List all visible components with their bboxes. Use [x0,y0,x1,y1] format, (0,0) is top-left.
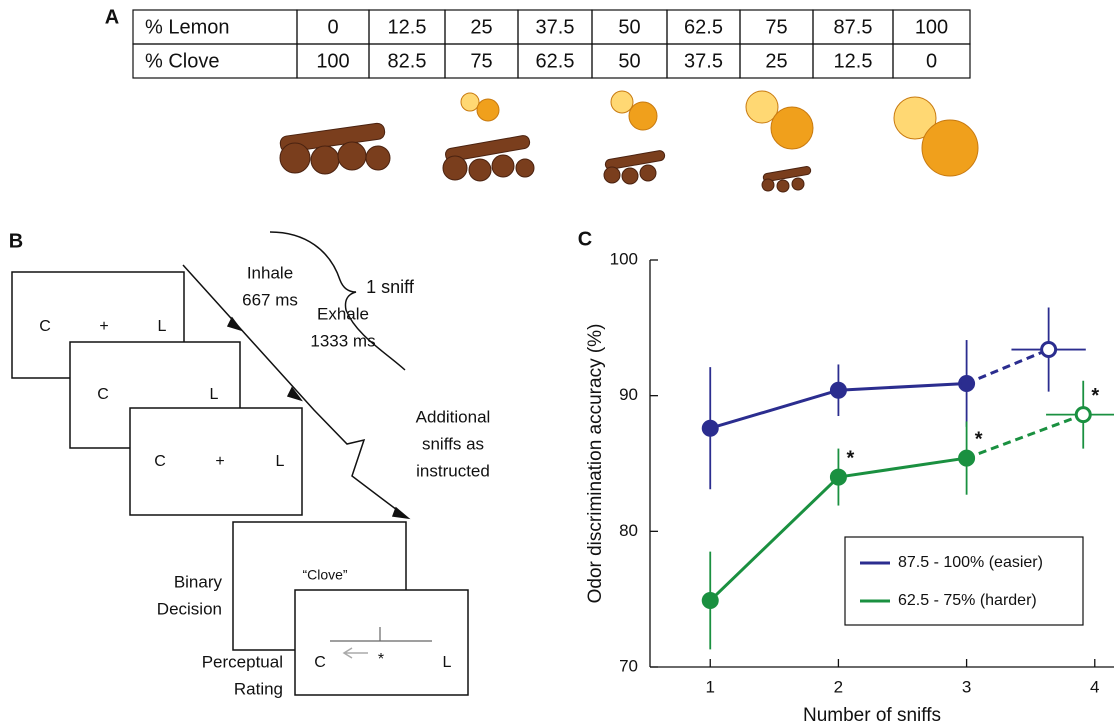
x-axis-title: Number of sniffs [803,705,941,726]
odor-illustrations [279,90,979,193]
additional-label: instructed [416,461,490,480]
legend-label: 87.5 - 100% (easier) [898,554,1043,571]
additional-label: Additional [416,407,491,426]
screen-left: C [154,453,166,470]
legend-box [844,536,1084,626]
screen-right: L [443,654,452,671]
x-tick-label: 3 [962,677,971,696]
table-text: 0 [327,16,338,38]
data-point [829,468,847,486]
table-text: 37.5 [536,16,575,38]
table-text: 50 [618,16,640,38]
exhale-label: Exhale [317,304,369,323]
data-point [701,419,719,437]
screen-center: + [99,318,108,335]
screen-right: L [158,318,167,335]
screen-center: + [215,453,224,470]
series-segment [838,381,967,392]
table-text: 75 [765,16,787,38]
table-text: 62.5 [536,50,575,72]
data-point [1074,406,1092,424]
table-text: 12.5 [388,16,427,38]
table-text: 82.5 [388,50,427,72]
series-segment [838,456,967,479]
screen-left: C [97,386,109,403]
table-text: % Lemon [145,16,230,38]
table-text: % Clove [145,50,219,72]
table-text: 0 [926,50,937,72]
x-tick-label: 4 [1090,677,1099,696]
additional-label: sniffs as [422,434,484,453]
inhale-label: Inhale [247,263,293,282]
table-text: 87.5 [834,16,873,38]
table-text: 50 [618,50,640,72]
trial-diagram [11,231,469,696]
table-text: 37.5 [684,50,723,72]
y-tick-label: 90 [619,385,638,404]
screen-right: L [276,453,285,470]
y-axis-title: Odor discrimination accuracy (%) [585,324,606,604]
binary-label: Decision [157,599,222,618]
perceptual-label: Perceptual [202,652,283,671]
data-point [701,592,719,610]
panel-label: B [9,230,23,252]
table-text: 25 [765,50,787,72]
data-point [1040,341,1058,359]
legend-label: 62.5 - 75% (harder) [898,592,1037,609]
sniff-label: 1 sniff [366,277,415,297]
y-tick-label: 100 [610,249,638,268]
table-cell [892,43,971,79]
data-point [829,381,847,399]
screen-left: C [39,318,51,335]
screen-center: “Clove” [302,567,347,583]
data-point [958,449,976,467]
panel-label: A [105,6,119,28]
exhale-label: 1333 ms [310,331,375,350]
screen-left: C [314,654,326,671]
series-segment [709,388,839,430]
significance-marker: * [1091,385,1099,407]
data-point [958,374,976,392]
table-text: 25 [470,16,492,38]
perceptual-label: Rating [234,679,283,698]
screen-center: * [378,651,384,668]
x-tick-label: 2 [834,677,843,696]
series-segment [966,348,1050,385]
table-text: 62.5 [684,16,723,38]
series-segment [709,475,840,602]
y-tick-label: 80 [619,521,638,540]
table-text: 75 [470,50,492,72]
table-text: 12.5 [834,50,873,72]
series-segment [966,413,1084,460]
y-tick-label: 70 [619,656,638,675]
table-text: 100 [915,16,948,38]
binary-label: Binary [174,572,223,591]
x-tick-label: 1 [706,677,715,696]
significance-marker: * [847,447,855,469]
panel-label: C [578,228,592,250]
table-text: 100 [316,50,349,72]
screen-right: L [210,386,219,403]
significance-marker: * [975,428,983,450]
inhale-label: 667 ms [242,290,298,309]
